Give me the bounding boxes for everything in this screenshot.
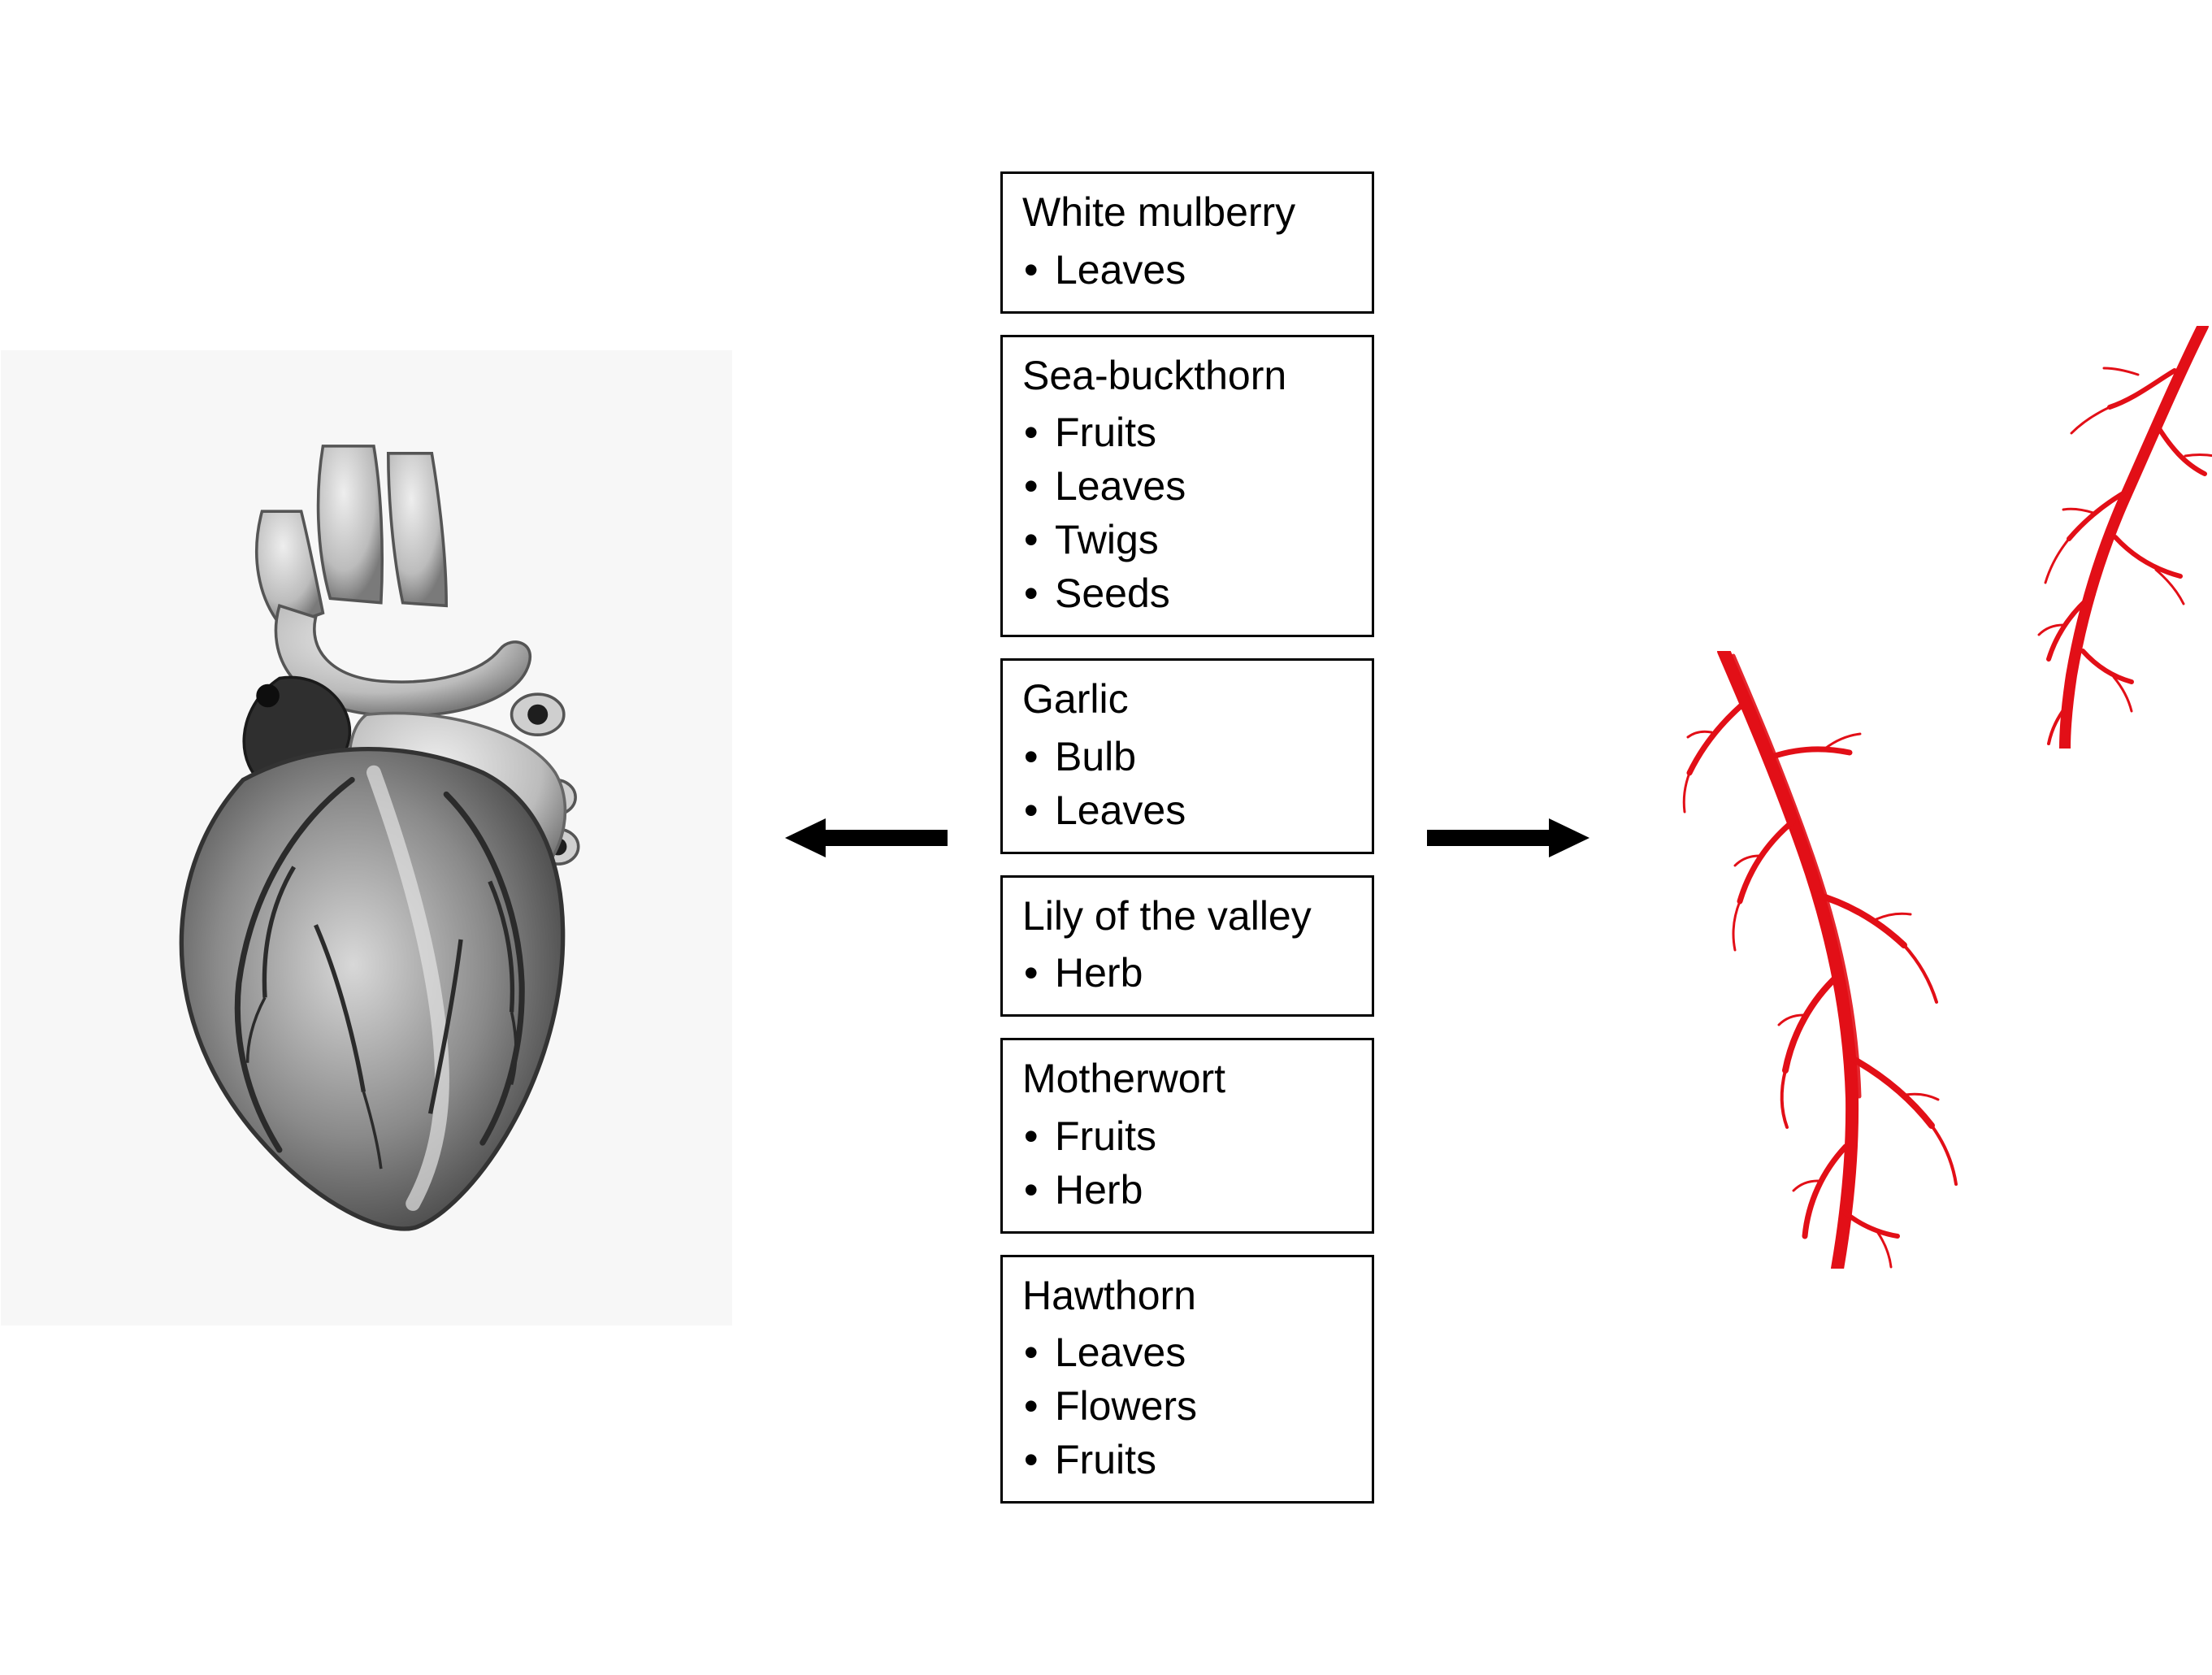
- arrow-right-icon: [1423, 814, 1594, 862]
- plant-part: Flowers: [1055, 1379, 1352, 1433]
- plant-name: White mulberry: [1022, 187, 1352, 238]
- plant-name: Lily of the valley: [1022, 891, 1352, 942]
- diagram-container: White mulberry Leaves Sea-buckthorn Frui…: [0, 0, 2212, 1675]
- plant-box: White mulberry Leaves: [1000, 171, 1374, 314]
- plant-parts-list: Leaves: [1022, 243, 1352, 297]
- plant-name: Garlic: [1022, 674, 1352, 725]
- plant-part: Bulb: [1055, 730, 1352, 783]
- plant-part: Herb: [1055, 1163, 1352, 1217]
- blood-vessel-icon: [1675, 651, 2016, 1269]
- arrow-left-icon: [781, 814, 952, 862]
- plants-column: White mulberry Leaves Sea-buckthorn Frui…: [1000, 171, 1374, 1504]
- plant-box: Motherwort Fruits Herb: [1000, 1038, 1374, 1234]
- plant-parts-list: Fruits Herb: [1022, 1109, 1352, 1217]
- vessels-image-panel: [1642, 310, 2211, 1366]
- plant-part: Leaves: [1055, 783, 1352, 837]
- plant-parts-list: Fruits Leaves Twigs Seeds: [1022, 406, 1352, 620]
- heart-icon: [74, 432, 659, 1244]
- plant-part: Fruits: [1055, 406, 1352, 459]
- plant-part: Leaves: [1055, 243, 1352, 297]
- plant-box: Hawthorn Leaves Flowers Fruits: [1000, 1255, 1374, 1504]
- plant-part: Fruits: [1055, 1109, 1352, 1163]
- plant-part: Seeds: [1055, 566, 1352, 620]
- plant-name: Motherwort: [1022, 1053, 1352, 1104]
- plant-box: Sea-buckthorn Fruits Leaves Twigs Seeds: [1000, 335, 1374, 638]
- plant-part: Herb: [1055, 946, 1352, 1000]
- plant-part: Leaves: [1055, 1326, 1352, 1379]
- plant-part: Twigs: [1055, 513, 1352, 566]
- heart-image-panel: [1, 350, 732, 1326]
- plant-name: Hawthorn: [1022, 1270, 1352, 1321]
- plant-box: Garlic Bulb Leaves: [1000, 658, 1374, 854]
- plant-parts-list: Bulb Leaves: [1022, 730, 1352, 837]
- plant-box: Lily of the valley Herb: [1000, 875, 1374, 1018]
- plant-parts-list: Leaves Flowers Fruits: [1022, 1326, 1352, 1486]
- plant-part: Fruits: [1055, 1433, 1352, 1486]
- plant-parts-list: Herb: [1022, 946, 1352, 1000]
- plant-name: Sea-buckthorn: [1022, 350, 1352, 401]
- plant-part: Leaves: [1055, 459, 1352, 513]
